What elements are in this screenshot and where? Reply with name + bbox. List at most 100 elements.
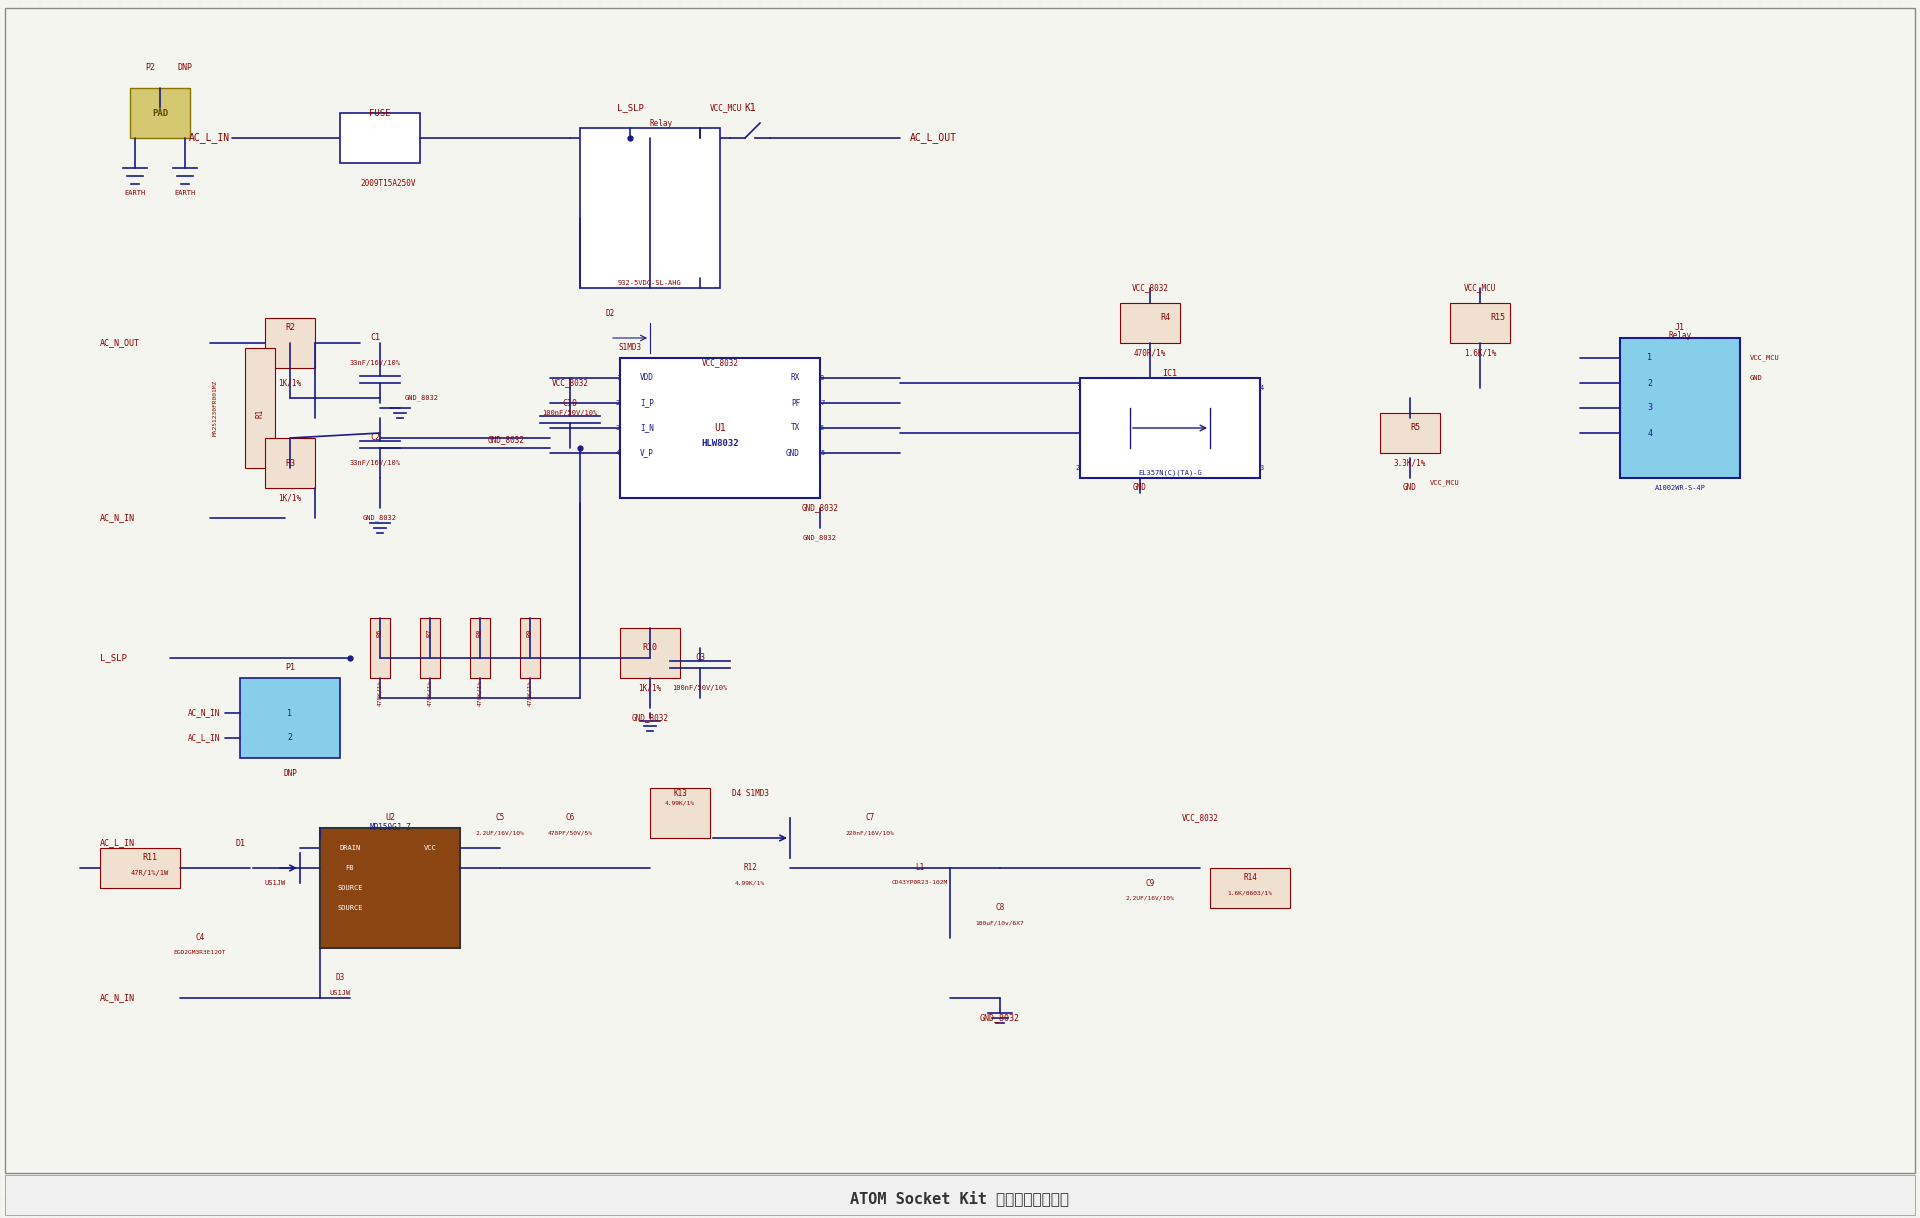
Text: R9: R9	[526, 628, 534, 637]
Text: 1.6K/0603/1%: 1.6K/0603/1%	[1227, 890, 1273, 895]
Text: ATOM Socket Kit 硬體電路－類比端: ATOM Socket Kit 硬體電路－類比端	[851, 1190, 1069, 1206]
Text: P1: P1	[284, 664, 296, 672]
Text: U1: U1	[714, 423, 726, 434]
Bar	[240, 678, 340, 758]
Text: C3: C3	[695, 654, 705, 663]
Text: L_SLP: L_SLP	[100, 654, 127, 663]
Text: VCC_MCU: VCC_MCU	[1463, 284, 1496, 292]
Text: MA251230FR001MZ: MA251230FR001MZ	[213, 380, 217, 436]
Text: 4.99K/1%: 4.99K/1%	[735, 881, 764, 885]
Text: 3.3K/1%: 3.3K/1%	[1394, 458, 1427, 468]
Text: 1.6K/1%: 1.6K/1%	[1463, 348, 1496, 358]
Text: R12: R12	[743, 864, 756, 872]
Text: GND_8032: GND_8032	[801, 503, 839, 513]
Text: 2: 2	[1647, 379, 1653, 387]
Text: 1: 1	[616, 375, 620, 381]
Text: S1MD3: S1MD3	[618, 343, 641, 352]
Text: I_P: I_P	[639, 398, 655, 408]
Text: K13: K13	[674, 788, 687, 798]
Text: 6: 6	[820, 425, 824, 431]
Text: L_SLP: L_SLP	[616, 104, 643, 112]
Text: 1: 1	[1075, 385, 1079, 391]
Text: R10: R10	[643, 643, 657, 653]
Bar	[1450, 303, 1509, 343]
Text: DNP: DNP	[177, 63, 192, 73]
Text: 1: 1	[1647, 353, 1653, 363]
Text: Relay: Relay	[651, 118, 674, 128]
Text: 470K/1%: 470K/1%	[478, 680, 482, 706]
Text: GND: GND	[1133, 484, 1146, 492]
Text: D4 S1MD3: D4 S1MD3	[732, 788, 768, 798]
Text: 3: 3	[1260, 465, 1263, 471]
Text: SOURCE: SOURCE	[338, 905, 363, 911]
Bar	[1119, 303, 1181, 343]
Text: A1002WR-S-4P: A1002WR-S-4P	[1655, 485, 1705, 491]
Text: DRAIN: DRAIN	[340, 845, 361, 851]
Text: 100nF/50V/10%: 100nF/50V/10%	[541, 410, 597, 417]
Text: VCC_MCU: VCC_MCU	[1430, 480, 1459, 486]
Text: C7: C7	[866, 814, 876, 822]
Text: CD43YP0R23-102M: CD43YP0R23-102M	[893, 881, 948, 885]
Text: R6: R6	[376, 628, 382, 637]
Text: GND: GND	[1404, 484, 1417, 492]
Text: C6: C6	[564, 814, 574, 822]
Text: AC_N_IN: AC_N_IN	[100, 994, 134, 1002]
Text: V_P: V_P	[639, 448, 655, 458]
Text: C10: C10	[563, 398, 578, 408]
Text: EARTH: EARTH	[175, 190, 196, 196]
Text: AC_L_IN: AC_L_IN	[188, 133, 230, 144]
Text: EARTH: EARTH	[125, 190, 146, 196]
Text: GND_8032: GND_8032	[803, 535, 837, 541]
Text: DNP: DNP	[282, 769, 298, 777]
Text: 2009T15A250V: 2009T15A250V	[361, 179, 415, 188]
Bar	[1380, 413, 1440, 453]
Text: VCC_8032: VCC_8032	[1131, 284, 1169, 292]
Text: Relay: Relay	[1668, 331, 1692, 341]
Bar	[620, 628, 680, 678]
Text: US1JW: US1JW	[265, 879, 286, 885]
Bar	[100, 848, 180, 888]
Text: HLW8032: HLW8032	[701, 438, 739, 447]
Text: 470PF/50V/5%: 470PF/50V/5%	[547, 831, 593, 836]
Bar	[6, 1175, 1914, 1216]
Text: PF: PF	[791, 398, 801, 408]
Text: R5: R5	[1409, 424, 1421, 432]
Text: 220nF/16V/10%: 220nF/16V/10%	[845, 831, 895, 836]
Bar	[131, 88, 190, 138]
Text: VCC_MCU: VCC_MCU	[1749, 354, 1780, 362]
Text: C1: C1	[371, 334, 380, 342]
Text: L1: L1	[916, 864, 925, 872]
Text: C8: C8	[995, 904, 1004, 912]
Text: MP150GJ-Z: MP150GJ-Z	[369, 823, 411, 832]
Text: U2: U2	[386, 814, 396, 822]
Text: R1: R1	[255, 408, 265, 418]
Text: SOURCE: SOURCE	[338, 885, 363, 892]
Bar	[265, 318, 315, 368]
Text: P2: P2	[146, 63, 156, 73]
Bar	[620, 358, 820, 498]
Text: 5: 5	[820, 449, 824, 456]
Bar	[1620, 339, 1740, 477]
Bar	[321, 828, 461, 948]
Text: 8: 8	[820, 375, 824, 381]
Text: GND_8032: GND_8032	[632, 714, 668, 722]
Text: 470R/1%: 470R/1%	[1135, 348, 1165, 358]
Text: 2.2UF/16V/10%: 2.2UF/16V/10%	[1125, 895, 1175, 900]
Text: 33nF/16V/10%: 33nF/16V/10%	[349, 460, 401, 466]
Text: VDD: VDD	[639, 374, 655, 382]
Text: EL357N(C)(TA)-G: EL357N(C)(TA)-G	[1139, 470, 1202, 476]
Text: 100nF/50V/10%: 100nF/50V/10%	[672, 685, 728, 691]
Text: AC_L_IN: AC_L_IN	[100, 838, 134, 848]
Text: I_N: I_N	[639, 424, 655, 432]
Text: 4: 4	[1260, 385, 1263, 391]
Text: 1K/1%: 1K/1%	[639, 683, 662, 693]
Text: IC1: IC1	[1162, 369, 1177, 378]
Text: C4: C4	[196, 933, 205, 943]
Text: VCC: VCC	[424, 845, 436, 851]
Text: 2: 2	[1075, 465, 1079, 471]
Text: GND: GND	[785, 448, 801, 458]
Text: 932-5VDC-SL-AHG: 932-5VDC-SL-AHG	[618, 280, 682, 286]
Text: AC_L_IN: AC_L_IN	[188, 733, 221, 743]
Text: 3: 3	[616, 425, 620, 431]
Text: D3: D3	[336, 973, 344, 983]
